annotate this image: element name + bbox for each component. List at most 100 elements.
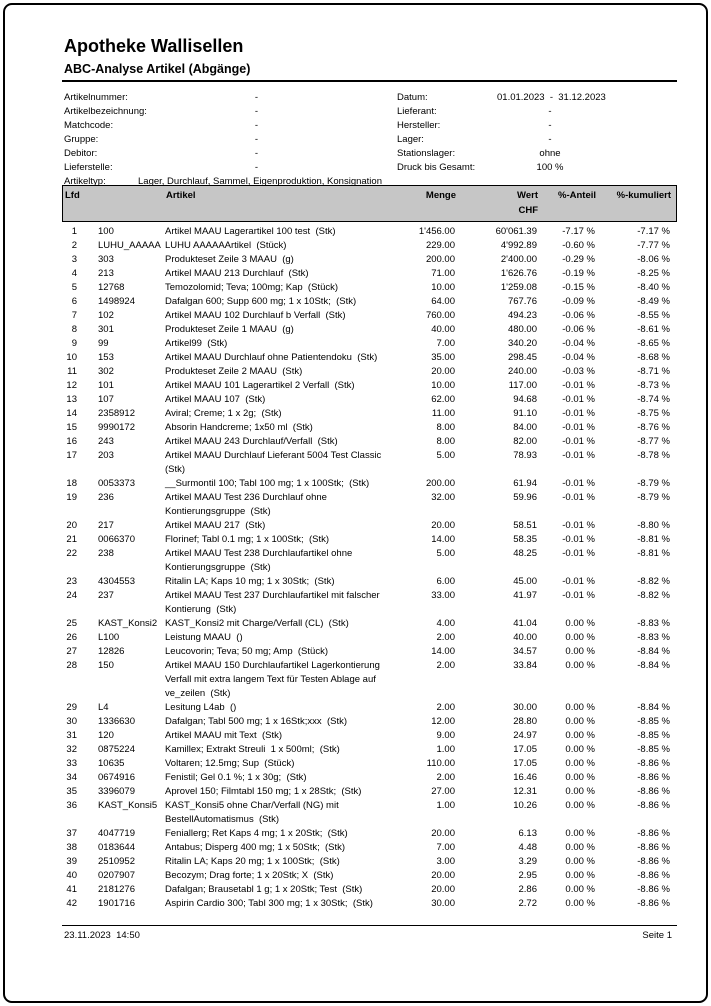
- filter-row: Artikelbezeichnung: -: [64, 105, 384, 119]
- row-artikel-name: Aprovel 150; Filmtabl 150 mg; 1 x 28Stk;…: [165, 786, 362, 797]
- filter-label: Datum:: [397, 92, 428, 103]
- row-menge: 62.00: [431, 394, 455, 405]
- table-row: 26 L100 Leistung MAAU () 2.00 40.00 0.00 % -8.…: [62, 631, 677, 645]
- row-wert: 117.00: [508, 380, 537, 391]
- filter-value: Lager, Durchlauf, Sammel, Eigenproduktio…: [138, 176, 382, 187]
- table-row: 16 243 Artikel MAAU 243 Durchlauf/Verfall …: [62, 435, 677, 449]
- row-kumuliert: -8.49 %: [637, 296, 670, 307]
- table-row: 18 0053373 __Surmontil 100; Tabl 100 mg; 1…: [62, 477, 677, 491]
- row-kumuliert: -7.77 %: [637, 240, 670, 251]
- row-menge: 35.00: [431, 352, 455, 363]
- row-artikelnummer: 243: [98, 436, 114, 447]
- row-lfd: 37: [66, 828, 77, 839]
- row-artikelnummer: L4: [98, 702, 109, 713]
- row-lfd: 32: [66, 744, 77, 755]
- row-lfd: 28: [66, 660, 77, 671]
- row-lfd: 35: [66, 786, 77, 797]
- row-anteil: -0.06 %: [562, 324, 595, 335]
- row-kumuliert: -8.82 %: [637, 576, 670, 587]
- row-wert: 2.95: [518, 870, 538, 881]
- row-wert: 10.26: [513, 800, 537, 811]
- filter-row: Debitor: -: [64, 147, 384, 161]
- row-lfd: 38: [66, 842, 77, 853]
- table-row: 24 237 Artikel MAAU Test 237 Durchlaufarti…: [62, 589, 677, 617]
- row-artikel-name: Artikel MAAU 150 Durchlaufartikel Lagerk…: [165, 660, 380, 699]
- row-artikel-name: Aspirin Cardio 300; Tabl 300 mg; 1 x 30S…: [165, 898, 373, 909]
- row-kumuliert: -8.79 %: [637, 478, 670, 489]
- page-footer: 23.11.2023 14:50 Seite 1: [64, 930, 675, 941]
- row-anteil: 0.00 %: [565, 884, 595, 895]
- column-header-artikel: Artikel: [166, 190, 196, 201]
- row-artikelnummer: 4047719: [98, 828, 135, 839]
- row-wert: 4.48: [518, 842, 538, 853]
- row-wert: 17.05: [513, 744, 537, 755]
- row-wert: 2.72: [518, 898, 538, 909]
- filter-label: Gruppe:: [64, 134, 99, 145]
- row-lfd: 42: [66, 898, 77, 909]
- filter-row: Matchcode: -: [64, 119, 384, 133]
- report-subtitle: ABC-Analyse Artikel (Abgänge): [64, 62, 251, 76]
- row-wert: 34.57: [513, 646, 537, 657]
- row-kumuliert: -8.76 %: [637, 422, 670, 433]
- row-kumuliert: -8.83 %: [637, 632, 670, 643]
- filter-label: Artikelnummer:: [64, 92, 128, 103]
- row-artikelnummer: 99: [98, 338, 109, 349]
- row-artikel-name: Artikel MAAU Durchlauf Lieferant 5004 Te…: [165, 450, 382, 475]
- row-lfd: 39: [66, 856, 77, 867]
- row-kumuliert: -8.82 %: [637, 590, 670, 601]
- filter-value: -: [254, 162, 259, 173]
- row-menge: 8.00: [436, 436, 456, 447]
- row-kumuliert: -8.78 %: [637, 450, 670, 461]
- row-artikel-name: Artikel MAAU 102 Durchlauf b Verfall (St…: [165, 310, 346, 321]
- table-row: 39 2510952 Ritalin LA; Kaps 20 mg; 1 x 100…: [62, 855, 677, 869]
- table-row: 23 4304553 Ritalin LA; Kaps 10 mg; 1 x 30S…: [62, 575, 677, 589]
- filter-value: -: [254, 120, 259, 131]
- row-menge: 33.00: [431, 590, 455, 601]
- row-wert: 61.94: [513, 478, 537, 489]
- row-lfd: 7: [71, 310, 77, 321]
- row-kumuliert: -8.86 %: [637, 856, 670, 867]
- table-row: 31 120 Artikel MAAU mit Text (Stk) 9.00 24.9…: [62, 729, 677, 743]
- row-kumuliert: -8.86 %: [637, 772, 670, 783]
- row-menge: 30.00: [431, 898, 455, 909]
- row-kumuliert: -8.85 %: [637, 744, 670, 755]
- table-row: 41 2181276 Dafalgan; Brausetabl 1 g; 1 x 2…: [62, 883, 677, 897]
- row-lfd: 27: [66, 646, 77, 657]
- row-anteil: 0.00 %: [565, 660, 595, 671]
- filter-row: Stationslager: ohne: [397, 147, 677, 161]
- row-menge: 5.00: [436, 548, 456, 559]
- row-lfd: 18: [66, 478, 77, 489]
- row-kumuliert: -8.06 %: [637, 254, 670, 265]
- row-artikelnummer: 217: [98, 520, 114, 531]
- row-anteil: -0.15 %: [562, 282, 595, 293]
- row-lfd: 14: [66, 408, 77, 419]
- row-wert: 1'259.08: [500, 282, 537, 293]
- row-kumuliert: -8.55 %: [637, 310, 670, 321]
- row-menge: 5.00: [436, 450, 456, 461]
- row-wert: 6.13: [518, 828, 538, 839]
- row-artikelnummer: 100: [98, 226, 114, 237]
- row-lfd: 5: [71, 282, 77, 293]
- column-header-lfd: Lfd: [65, 190, 80, 201]
- row-artikel-name: Fenistil; Gel 0.1 %; 1 x 30g; (Stk): [165, 772, 307, 783]
- row-artikelnummer: 2181276: [98, 884, 135, 895]
- row-kumuliert: -8.74 %: [637, 394, 670, 405]
- table-row: 19 236 Artikel MAAU Test 236 Durchlauf ohn…: [62, 491, 677, 519]
- row-lfd: 17: [66, 450, 77, 461]
- row-lfd: 23: [66, 576, 77, 587]
- row-anteil: -0.04 %: [562, 352, 595, 363]
- row-wert: 16.46: [513, 772, 537, 783]
- row-anteil: 0.00 %: [565, 646, 595, 657]
- table-body: 1 100 Artikel MAAU Lagerartikel 100 test (…: [62, 225, 677, 911]
- table-row: 6 1498924 Dafalgan 600; Supp 600 mg; 1 x 1…: [62, 295, 677, 309]
- table-row: 12 101 Artikel MAAU 101 Lagerartikel 2 Ver…: [62, 379, 677, 393]
- table-row: 21 0066370 Florinef; Tabl 0.1 mg; 1 x 100S…: [62, 533, 677, 547]
- row-wert: 4'992.89: [500, 240, 537, 251]
- row-wert: 767.76: [507, 296, 537, 307]
- filter-label: Artikelbezeichnung:: [64, 106, 147, 117]
- table-row: 38 0183644 Antabus; Disperg 400 mg; 1 x 50…: [62, 841, 677, 855]
- row-lfd: 11: [67, 366, 77, 377]
- row-menge: 1.00: [436, 800, 456, 811]
- table-row: 25 KAST_Konsi2 KAST_Konsi2 mit Charge/Verf…: [62, 617, 677, 631]
- row-menge: 12.00: [431, 716, 455, 727]
